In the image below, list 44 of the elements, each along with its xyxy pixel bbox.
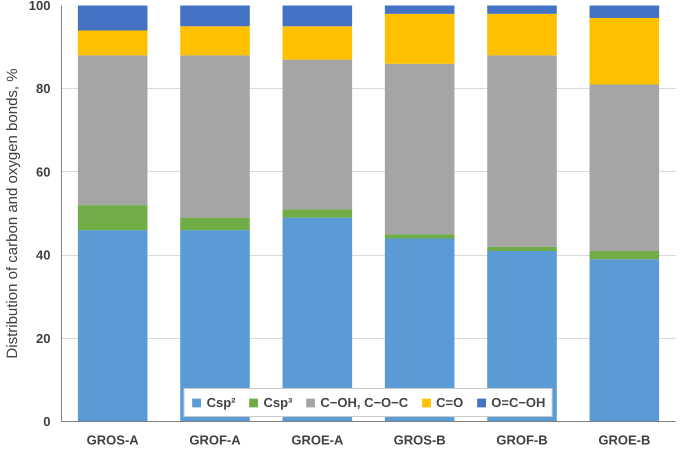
y-tick-label: 60 [36,164,51,180]
bar [78,230,148,422]
legend-label: Csp² [206,395,236,410]
bar [282,209,352,218]
bar [282,26,352,60]
legend-label: Csp³ [263,395,292,410]
x-tick-label: GROF-B [496,432,548,448]
x-tick-label: GROE-A [291,432,344,448]
bar [487,6,557,14]
bar [180,55,250,218]
bar [78,205,148,230]
bar [78,55,148,206]
bar [590,84,660,251]
bar [590,259,660,422]
bar [180,26,250,56]
bar [384,6,454,14]
bar [180,6,250,26]
bar [384,234,454,238]
bar [282,60,352,210]
y-tick-label: 80 [36,81,51,96]
bar [487,246,557,251]
y-tick-label: 20 [36,330,51,346]
legend-label: C=O [436,395,464,410]
x-tick-label: GROS-A [86,432,140,448]
x-tick-label: GROE-B [598,432,650,448]
bar [590,6,660,18]
bar [384,14,454,64]
legend-label: O=C−OH [491,395,546,410]
bar [487,14,557,56]
bar [78,30,148,56]
bar [487,55,557,247]
y-axis-title: Distribution of carbon and oxygen bonds, % [4,68,21,359]
y-tick-label: 0 [43,414,51,429]
bar [590,18,660,85]
bar [282,6,352,26]
bar [180,218,250,230]
y-tick-label: 40 [36,248,51,263]
y-tick-label: 100 [28,0,51,13]
x-tick-label: GROF-A [189,432,242,448]
x-tick-label: GROS-B [394,432,446,448]
bar [78,6,148,30]
bar [384,64,454,234]
legend-label: C−OH, C−O−C [320,395,408,410]
bar [590,250,660,260]
